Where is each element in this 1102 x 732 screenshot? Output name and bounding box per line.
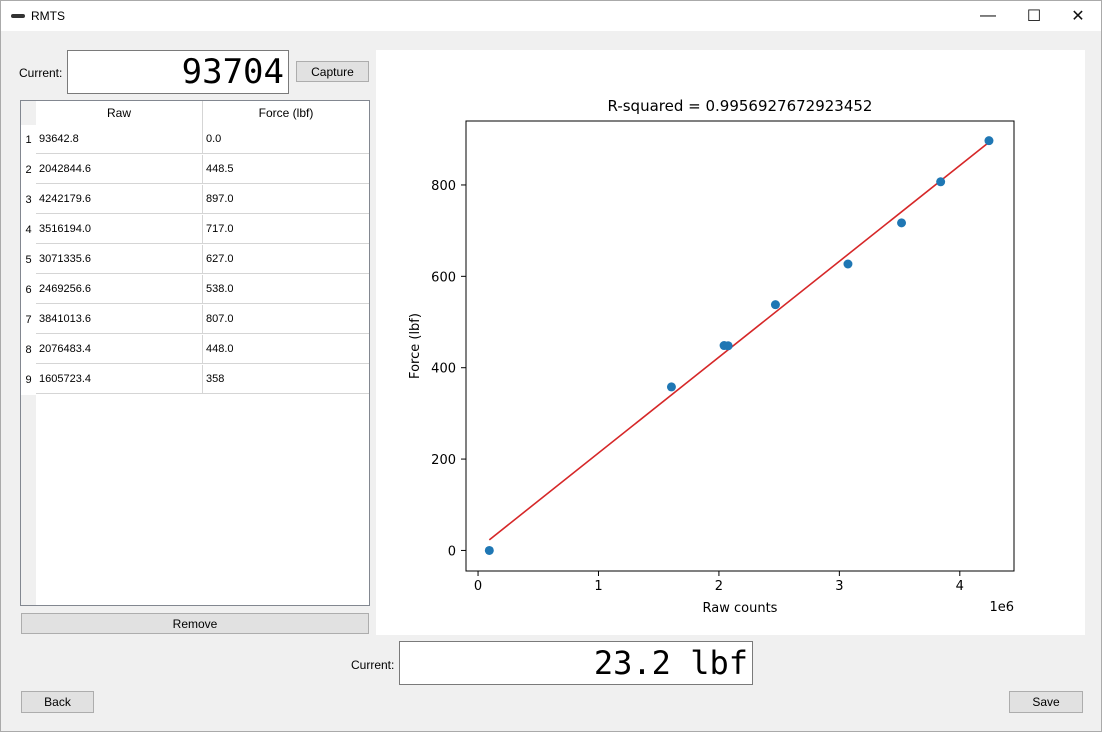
data-point (897, 218, 907, 228)
chart-svg: R-squared = 0.9956927672923452 0 1 2 3 4 0 200 4… (408, 97, 1015, 616)
y-tick-label: 800 (431, 179, 456, 194)
raw-cell[interactable]: 3071335.6 (36, 245, 203, 274)
row-number[interactable]: 6 (21, 275, 36, 305)
minimize-button[interactable]: — (965, 1, 1011, 31)
table-row[interactable]: 4 3516194.0 717.0 (21, 215, 369, 245)
force-cell[interactable]: 717.0 (203, 215, 369, 244)
save-button[interactable]: Save (1009, 691, 1083, 713)
force-cell[interactable]: 448.5 (203, 155, 369, 184)
raw-current-display: 93704 (67, 50, 289, 94)
table-row[interactable]: 5 3071335.6 627.0 (21, 245, 369, 275)
maximize-icon: ☐ (1026, 8, 1042, 25)
x-tick-label: 4 (956, 579, 964, 594)
row-number[interactable]: 8 (21, 335, 36, 365)
raw-cell[interactable]: 2469256.6 (36, 275, 203, 304)
plot-frame (465, 120, 1015, 572)
table-row[interactable]: 2 2042844.6 448.5 (21, 155, 369, 185)
table-row[interactable]: 7 3841013.6 807.0 (21, 305, 369, 335)
force-cell[interactable]: 0.0 (203, 125, 369, 154)
column-header-force[interactable]: Force (lbf) (258, 106, 314, 120)
calibration-chart: R-squared = 0.9956927672923452 0 1 2 3 4 0 200 4… (376, 50, 1085, 635)
raw-cell[interactable]: 93642.8 (36, 125, 203, 154)
force-cell[interactable]: 538.0 (203, 275, 369, 304)
y-tick-label: 200 (431, 453, 456, 468)
x-axis-offset-label: 1e6 (989, 600, 1014, 615)
row-number[interactable]: 9 (21, 365, 36, 395)
app-icon (11, 14, 25, 18)
close-button[interactable]: ✕ (1055, 1, 1101, 31)
y-tick-label: 0 (448, 544, 456, 559)
force-cell[interactable]: 897.0 (203, 185, 369, 214)
x-tick-label: 2 (715, 579, 723, 594)
calibration-table[interactable]: Raw Force (lbf) 1 93642.8 0.0 2 2042844.6 448… (20, 100, 370, 606)
raw-cell[interactable]: 2076483.4 (36, 335, 203, 364)
data-point (936, 177, 946, 187)
fit-line (488, 141, 990, 541)
table-row[interactable]: 3 4242179.6 897.0 (21, 185, 369, 215)
y-tick-label: 400 (431, 362, 456, 377)
table-header: Raw Force (lbf) (36, 101, 369, 126)
force-cell[interactable]: 807.0 (203, 305, 369, 334)
chart-title: R-squared = 0.9956927672923452 (608, 97, 873, 115)
column-header-raw[interactable]: Raw (36, 101, 203, 125)
title-bar[interactable]: RMTS — ☐ ✕ (1, 1, 1101, 31)
x-tick-label: 1 (594, 579, 602, 594)
x-tick-label: 0 (474, 579, 482, 594)
x-tick-label: 3 (835, 579, 843, 594)
force-cell[interactable]: 448.0 (203, 335, 369, 364)
capture-button[interactable]: Capture (296, 61, 369, 82)
data-point (666, 382, 676, 392)
window-title: RMTS (31, 9, 65, 23)
data-point (723, 341, 733, 351)
raw-cell[interactable]: 1605723.4 (36, 365, 203, 394)
row-number[interactable]: 1 (21, 125, 36, 155)
raw-current-label: Current: (19, 66, 63, 80)
data-point (984, 136, 994, 146)
raw-cell[interactable]: 2042844.6 (36, 155, 203, 184)
raw-cell[interactable]: 3516194.0 (36, 215, 203, 244)
raw-cell[interactable]: 3841013.6 (36, 305, 203, 334)
row-number[interactable]: 3 (21, 185, 36, 215)
x-axis-label: Raw counts (703, 601, 778, 616)
close-icon: ✕ (1071, 8, 1085, 25)
y-axis-label: Force (lbf) (408, 313, 423, 379)
force-current-label: Current: (351, 658, 395, 672)
data-point (484, 545, 494, 555)
data-point (843, 259, 853, 269)
data-point (770, 300, 780, 310)
force-cell[interactable]: 358 (203, 365, 369, 394)
row-number[interactable]: 5 (21, 245, 36, 275)
table-row[interactable]: 9 1605723.4 358 (21, 365, 369, 395)
force-current-display: 23.2 lbf (399, 641, 753, 685)
row-number[interactable]: 2 (21, 155, 36, 185)
minimize-icon: — (980, 7, 996, 24)
force-cell[interactable]: 627.0 (203, 245, 369, 274)
table-row[interactable]: 1 93642.8 0.0 (21, 125, 369, 155)
table-row[interactable]: 8 2076483.4 448.0 (21, 335, 369, 365)
back-button[interactable]: Back (21, 691, 94, 713)
table-row[interactable]: 6 2469256.6 538.0 (21, 275, 369, 305)
raw-cell[interactable]: 4242179.6 (36, 185, 203, 214)
remove-button[interactable]: Remove (21, 613, 369, 634)
row-number[interactable]: 4 (21, 215, 36, 245)
y-tick-label: 600 (431, 270, 456, 285)
row-number[interactable]: 7 (21, 305, 36, 335)
maximize-button[interactable]: ☐ (1011, 1, 1057, 31)
